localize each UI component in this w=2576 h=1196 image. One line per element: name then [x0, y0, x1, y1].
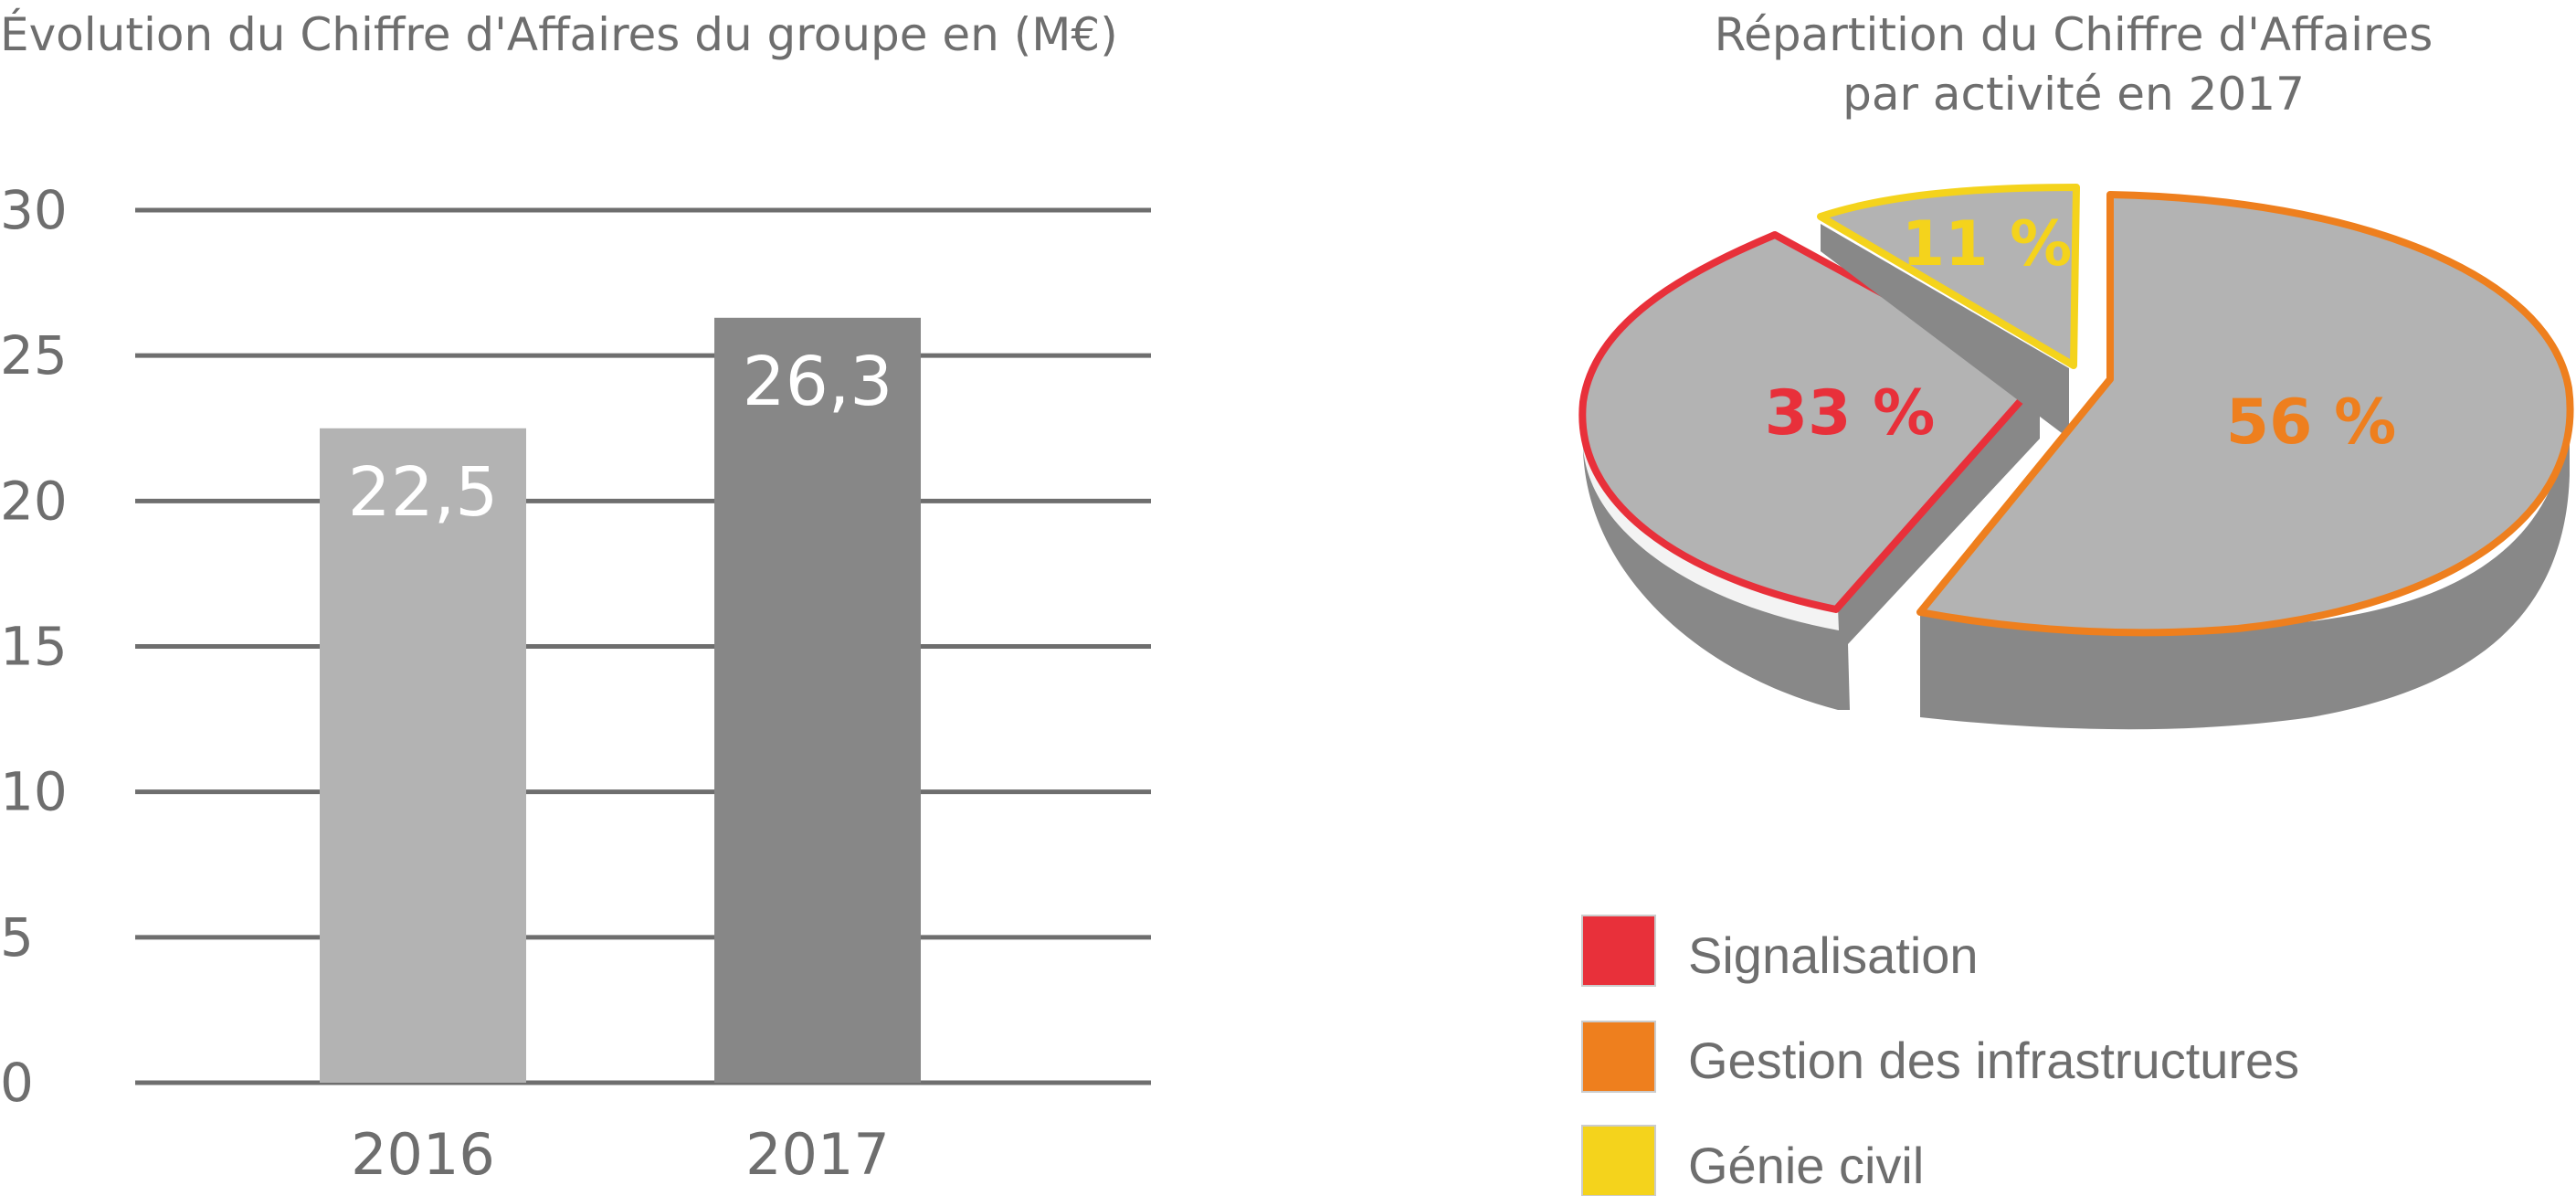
pie-slice-infrastructures-top	[1916, 191, 2574, 637]
pie-label-infrastructures: 56 %	[2226, 386, 2396, 459]
y-tick-label: 0	[0, 1052, 34, 1114]
legend-label-signalisation: Signalisation	[1688, 926, 1979, 984]
legend-swatch-genie-civil	[1581, 1125, 1656, 1196]
revenue-split-pie-chart: Répartition du Chiffre d'Affaires par ac…	[1578, 8, 2574, 730]
y-tick-label: 25	[0, 324, 68, 386]
legend-label-infrastructures: Gestion des infrastructures	[1688, 1032, 2299, 1089]
y-tick-label: 10	[0, 761, 68, 823]
x-category-label-2016: 2016	[351, 1121, 495, 1188]
y-tick-label: 20	[0, 470, 68, 532]
pie-slice-infrastructures-side	[1920, 402, 2570, 730]
legend-swatch-signalisation	[1581, 915, 1656, 987]
pie-label-genie-civil: 11 %	[1902, 208, 2072, 280]
y-tick-label: 15	[0, 616, 68, 678]
bar-value-label-2016: 22,5	[348, 453, 499, 532]
pie-label-signalisation: 33 %	[1765, 377, 1935, 450]
legend-item-genie-civil: Génie civil	[1581, 1125, 1924, 1196]
pie-slice-genie-civil-top	[1817, 184, 2080, 369]
x-axis-categories: 2016 2017	[351, 1121, 890, 1188]
bar-2017	[714, 317, 921, 1083]
legend-label-genie-civil: Génie civil	[1688, 1137, 1924, 1194]
pie-slice-signalisation-side	[1583, 379, 2040, 710]
bar-2016	[320, 428, 526, 1083]
y-axis-ticks: 0 5 10 15 20 25 30	[0, 179, 68, 1114]
revenue-bar-chart: Évolution du Chiffre d'Affaires du group…	[0, 7, 1151, 1188]
bar-chart-title: Évolution du Chiffre d'Affaires du group…	[0, 7, 1118, 61]
bars: 22,5 26,3	[320, 317, 921, 1083]
pie-slice-genie-civil	[1817, 184, 2080, 439]
legend-item-infrastructures: Gestion des infrastructures	[1581, 1021, 2299, 1093]
gridlines	[135, 207, 1151, 1085]
y-tick-label: 5	[0, 906, 34, 968]
legend-item-signalisation: Signalisation	[1581, 915, 1979, 987]
pie-slice-infrastructures	[1916, 191, 2574, 730]
bar-value-label-2017: 26,3	[743, 343, 893, 421]
pie-slice-genie-civil-side	[1821, 224, 2069, 439]
pie-legend: Signalisation Gestion des infrastructure…	[1581, 915, 2299, 1196]
y-tick-label: 30	[0, 179, 68, 241]
legend-swatch-infrastructures	[1581, 1021, 1656, 1093]
pie-title-line1: Répartition du Chiffre d'Affaires	[1715, 8, 2433, 61]
x-category-label-2017: 2017	[745, 1121, 890, 1188]
pie-title-line2: par activité en 2017	[1842, 68, 2305, 121]
